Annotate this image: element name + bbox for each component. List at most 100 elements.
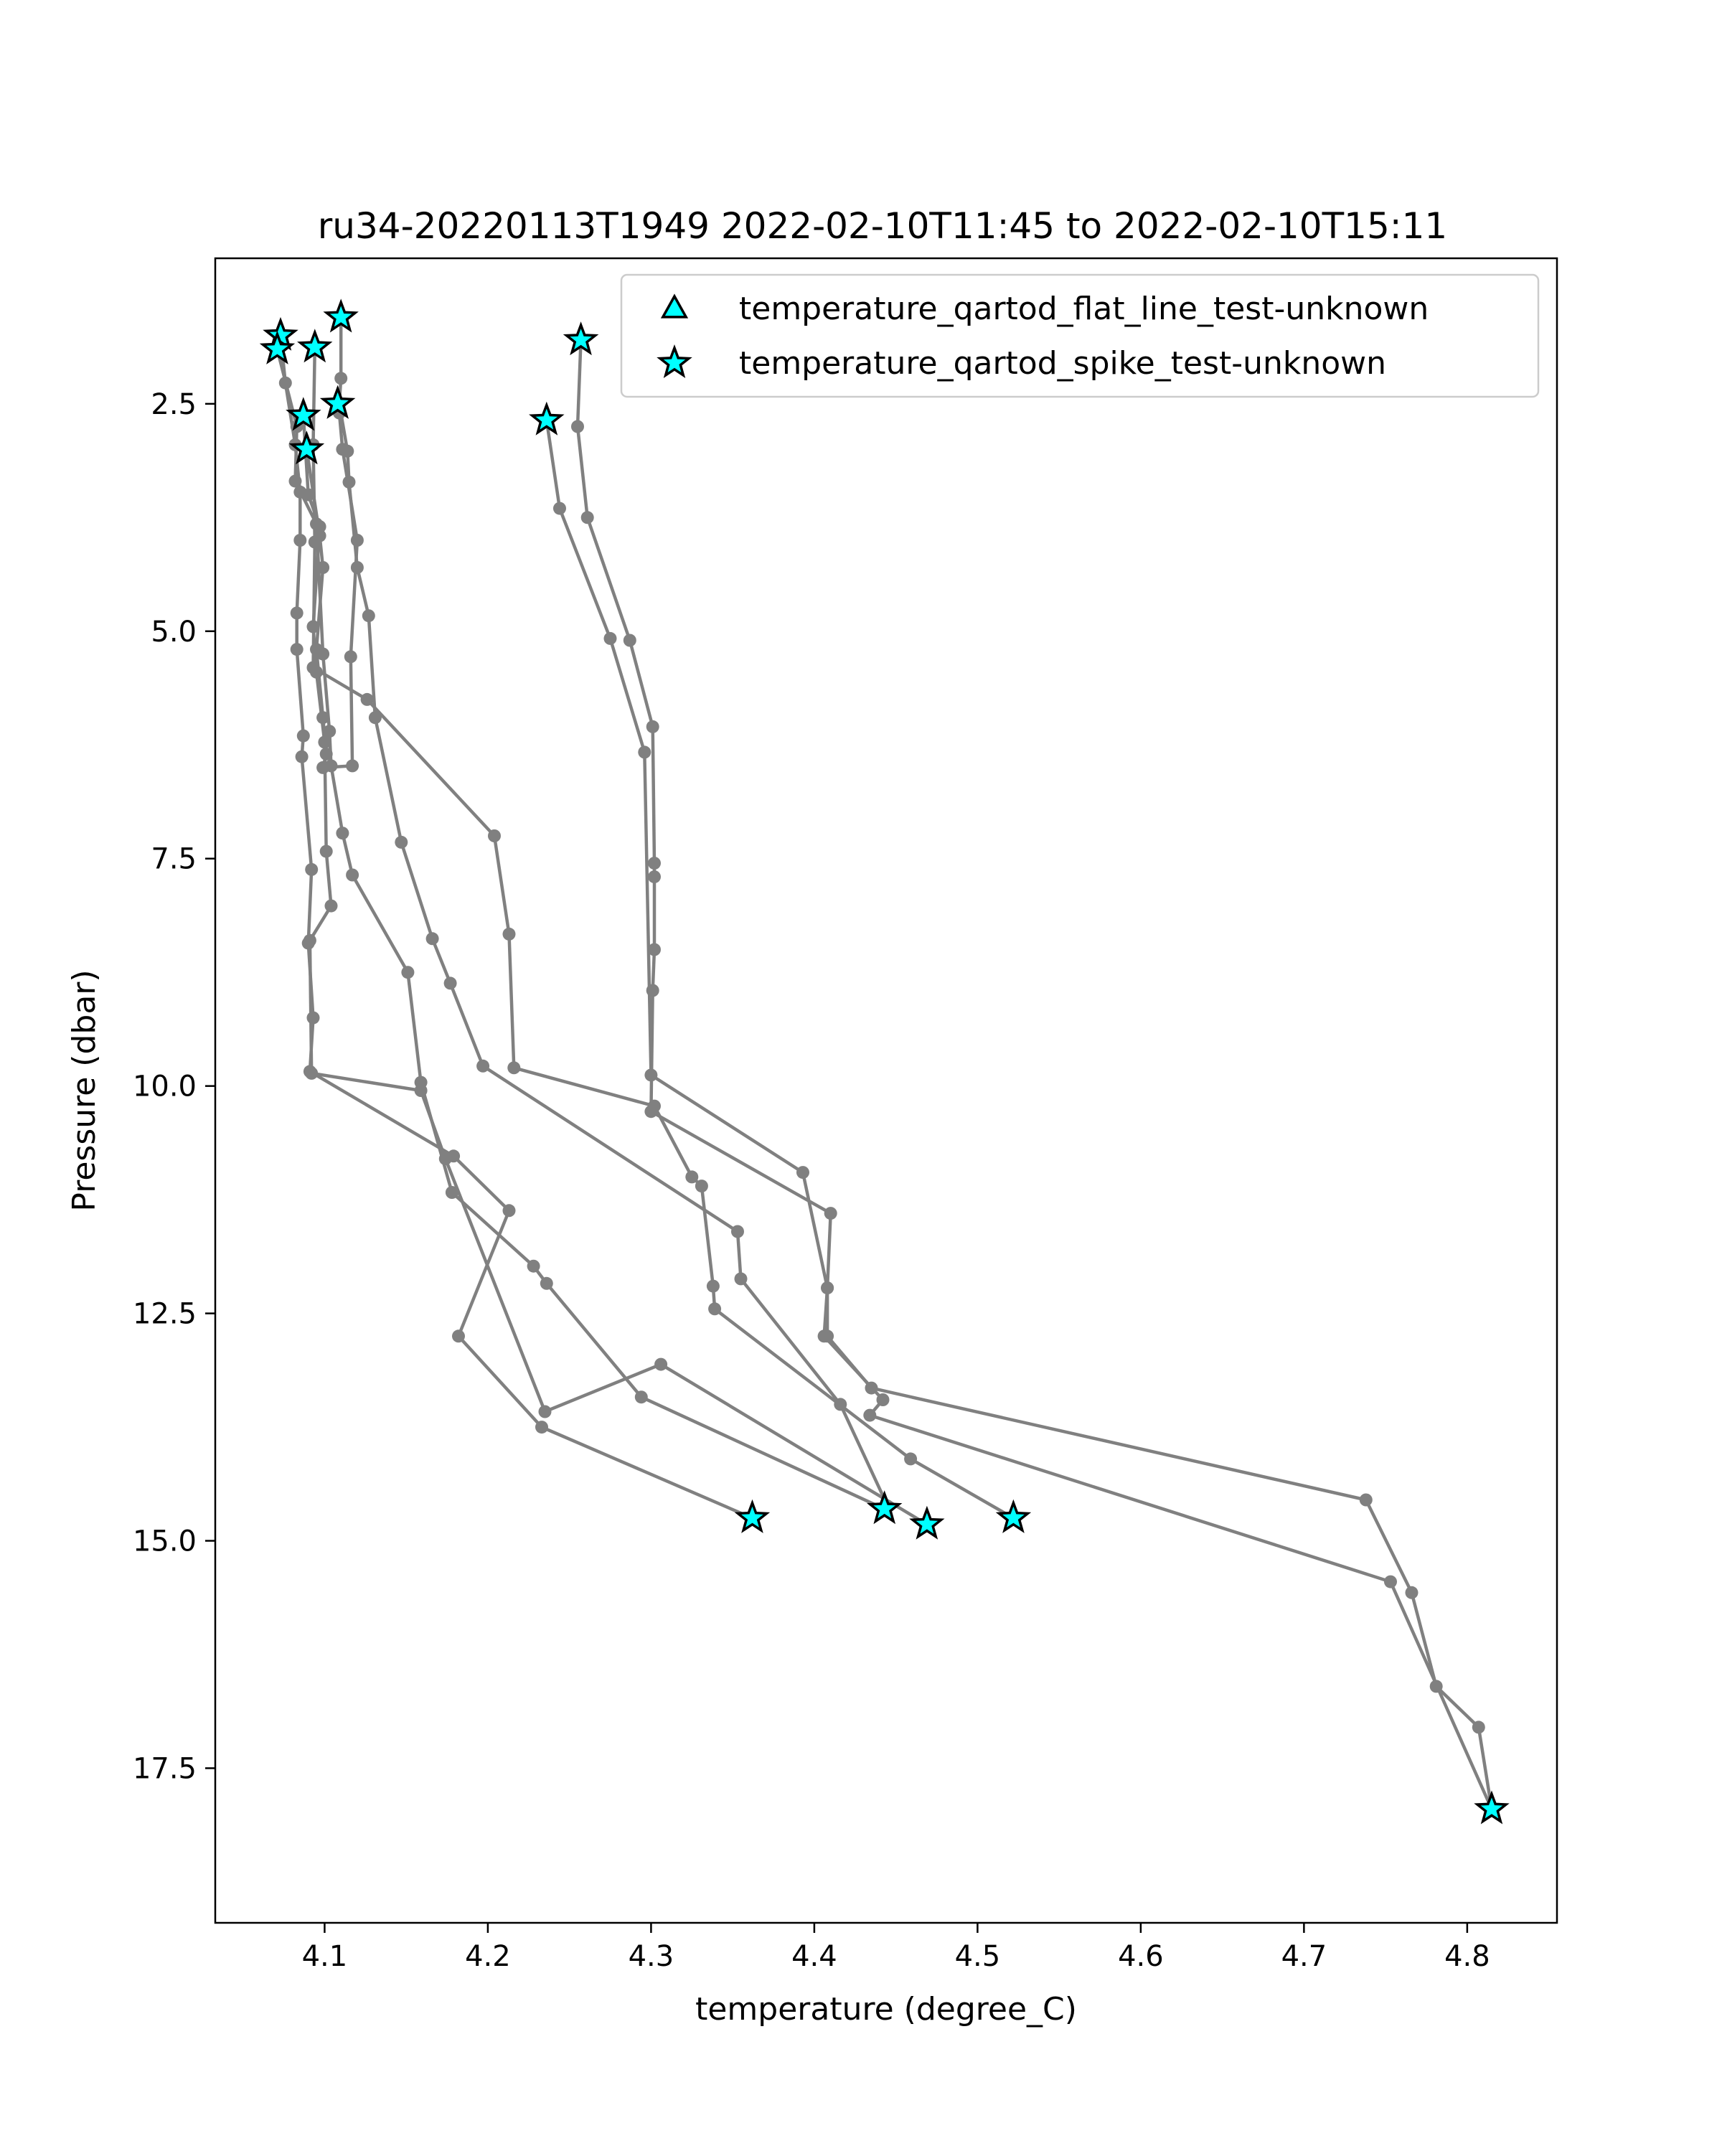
profile-point (580, 511, 594, 524)
profile-point (323, 725, 337, 738)
profile-point (401, 966, 415, 979)
profile-point (344, 650, 357, 664)
flag-layer (259, 298, 1510, 1825)
spike-flag-star (319, 385, 356, 419)
profile-point (654, 1357, 668, 1371)
legend-triangle-marker (660, 293, 689, 319)
x-tick-label: 4.7 (1281, 1940, 1327, 1973)
profile-point (452, 1329, 465, 1343)
profile-point (324, 899, 338, 913)
profile-point (904, 1452, 918, 1466)
profile-point (824, 1207, 837, 1220)
profile-point (644, 1105, 658, 1119)
x-tick-label: 4.5 (955, 1940, 1001, 1973)
axes-layer (214, 257, 1558, 1924)
series-layer (270, 311, 1498, 1816)
profile-point (305, 1066, 319, 1080)
profile-point (443, 976, 457, 990)
profile-point (834, 1398, 847, 1411)
profile-point (350, 534, 364, 547)
profile-point (310, 665, 323, 679)
profile-point (310, 643, 323, 656)
profile-point (336, 827, 349, 840)
x-tick-label: 4.6 (1118, 1940, 1164, 1973)
profile-point (734, 1272, 748, 1286)
profile-point (527, 1259, 540, 1273)
profile-point (316, 561, 330, 574)
spike-flag-star (529, 401, 565, 436)
profile-point (796, 1166, 809, 1180)
profile-point (360, 692, 374, 706)
profile-point (535, 1421, 548, 1434)
profile-point (288, 474, 302, 488)
spike-flag-star (259, 330, 296, 364)
profile-point (644, 1068, 658, 1082)
profile-point (316, 761, 330, 774)
legend-entries: temperature_qartod_flat_line_test-unknow… (657, 291, 1429, 382)
spike-flag-star (995, 1499, 1032, 1533)
profile-point (296, 729, 310, 743)
profile-point (507, 1061, 521, 1075)
profile-point (488, 829, 501, 842)
profile-point (1472, 1720, 1485, 1734)
profile-point (1384, 1575, 1397, 1588)
profile-line (337, 317, 890, 1507)
profile-point (1359, 1493, 1373, 1507)
legend-label: temperature_qartod_spike_test-unknown (739, 345, 1386, 382)
profile-point (706, 1279, 720, 1293)
profile-point (305, 862, 319, 876)
profile-point (346, 868, 359, 882)
legend-star-marker (657, 344, 692, 379)
x-tick-label: 4.4 (791, 1940, 837, 1973)
y-tick-label: 17.5 (133, 1752, 197, 1785)
profile-point (603, 631, 617, 645)
x-tick-label: 4.3 (629, 1940, 674, 1973)
spike-flag-star (563, 321, 599, 356)
legend-entry: temperature_qartod_spike_test-unknown (657, 344, 1386, 382)
profile-point (863, 1408, 877, 1422)
legend: temperature_qartod_flat_line_test-unknow… (620, 273, 1540, 398)
x-axis-ticks: 4.1 4.2 4.3 4.4 4.5 4.6 4.7 4.8 (302, 1923, 1490, 1973)
y-tick-label: 10.0 (133, 1070, 197, 1103)
plot-frame (214, 257, 1558, 1924)
profile-point (290, 606, 304, 620)
profile-point (395, 835, 408, 849)
spike-flag-star (297, 329, 333, 363)
profile-point (303, 933, 316, 947)
profile-point (708, 1302, 722, 1316)
y-tick-label: 15.0 (133, 1525, 197, 1558)
profile-point (336, 443, 349, 456)
profile-line (545, 420, 1494, 1810)
spike-flag-star (1474, 1790, 1510, 1825)
profile-point (368, 711, 382, 725)
profile-point (414, 1084, 428, 1097)
profile-point (362, 609, 375, 623)
profile-point (538, 1405, 552, 1418)
y-tick-label: 2.5 (151, 388, 197, 421)
profile-point (438, 1152, 452, 1166)
profile-point (817, 1329, 831, 1343)
legend-box (620, 273, 1540, 398)
spike-flag-star (909, 1505, 945, 1540)
profile-point (571, 420, 584, 433)
profile-point (293, 534, 307, 547)
spike-flag-star (323, 298, 359, 333)
profile-point (319, 747, 333, 761)
profile-point (634, 1390, 648, 1404)
spike-flag-star (286, 397, 321, 431)
spike-flag-star (867, 1490, 903, 1525)
profile-point (648, 870, 661, 884)
profile-point (821, 1281, 834, 1295)
profile-point (540, 1276, 553, 1290)
profile-point (646, 720, 659, 733)
x-tick-label: 4.8 (1444, 1940, 1490, 1973)
profile-point (316, 711, 330, 725)
profile-point (313, 529, 326, 542)
legend-label: temperature_qartod_flat_line_test-unknow… (739, 291, 1429, 327)
profile-point (502, 1204, 516, 1218)
profile-point (1405, 1586, 1418, 1599)
x-tick-label: 4.2 (465, 1940, 511, 1973)
x-axis-label: temperature (degree_C) (695, 1991, 1077, 2028)
